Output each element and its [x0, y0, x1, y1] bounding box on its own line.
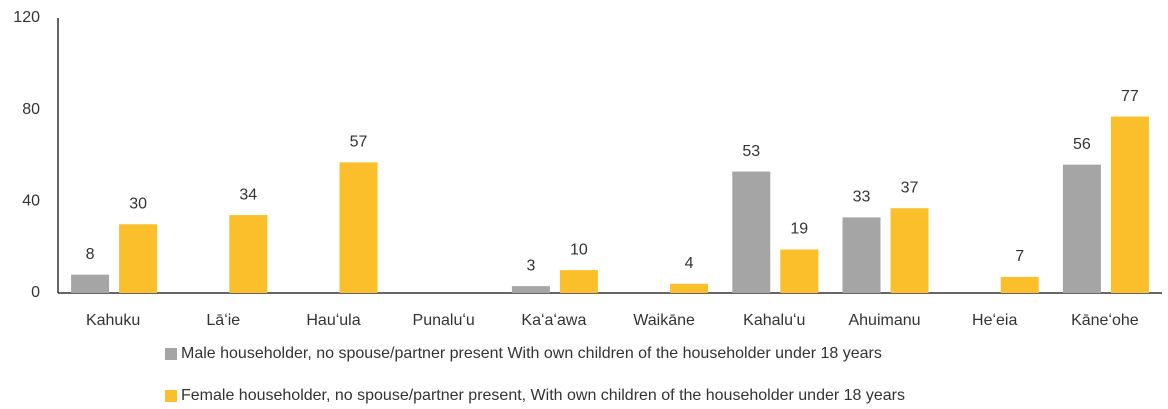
bar [842, 217, 881, 293]
x-tick-label: Waikāne [633, 312, 695, 329]
legend-swatch [165, 390, 177, 402]
y-tick-label: 40 [22, 193, 40, 210]
x-tick-label: Kahaluʻu [743, 312, 805, 329]
bar [1110, 116, 1149, 294]
value-label: 7 [1015, 248, 1024, 265]
bar [559, 270, 598, 293]
bar [511, 286, 550, 293]
bar [71, 274, 110, 293]
y-tick-label: 80 [22, 101, 40, 118]
bar [229, 215, 268, 293]
legend-label: Female householder, no spouse/partner pr… [181, 387, 905, 404]
value-label: 37 [901, 179, 919, 196]
y-tick-label: 120 [13, 9, 40, 26]
bar [732, 171, 771, 293]
legend-swatch [165, 348, 177, 360]
bar [670, 283, 709, 293]
value-label: 3 [526, 257, 535, 274]
value-label: 10 [570, 241, 588, 258]
legend-label: Male householder, no spouse/partner pres… [181, 345, 882, 362]
x-tick-label: Kaʻaʻawa [521, 312, 586, 329]
value-label: 19 [790, 221, 808, 238]
x-tick-label: Punaluʻu [413, 312, 475, 329]
x-tick-label: Kāneʻohe [1071, 312, 1139, 329]
x-tick-label: Ahuimanu [848, 312, 920, 329]
value-label: 8 [86, 246, 95, 263]
x-tick-label: Heʻeia [972, 312, 1017, 329]
value-label: 57 [350, 134, 368, 151]
x-tick-label: Kahuku [86, 312, 140, 329]
value-label: 53 [742, 143, 760, 160]
value-label: 34 [239, 186, 257, 203]
bar [339, 162, 378, 293]
y-tick-label: 0 [31, 284, 40, 301]
value-label: 33 [853, 189, 871, 206]
value-label: 4 [685, 255, 694, 272]
value-label: 77 [1121, 88, 1139, 105]
bar [1062, 164, 1101, 293]
bar [119, 224, 158, 293]
bar [1000, 276, 1039, 293]
bar [780, 249, 819, 293]
bar [890, 208, 929, 293]
x-tick-label: Lāʻie [206, 312, 240, 329]
x-tick-label: Hauʻula [306, 312, 360, 329]
value-label: 30 [129, 195, 147, 212]
value-label: 56 [1073, 136, 1091, 153]
